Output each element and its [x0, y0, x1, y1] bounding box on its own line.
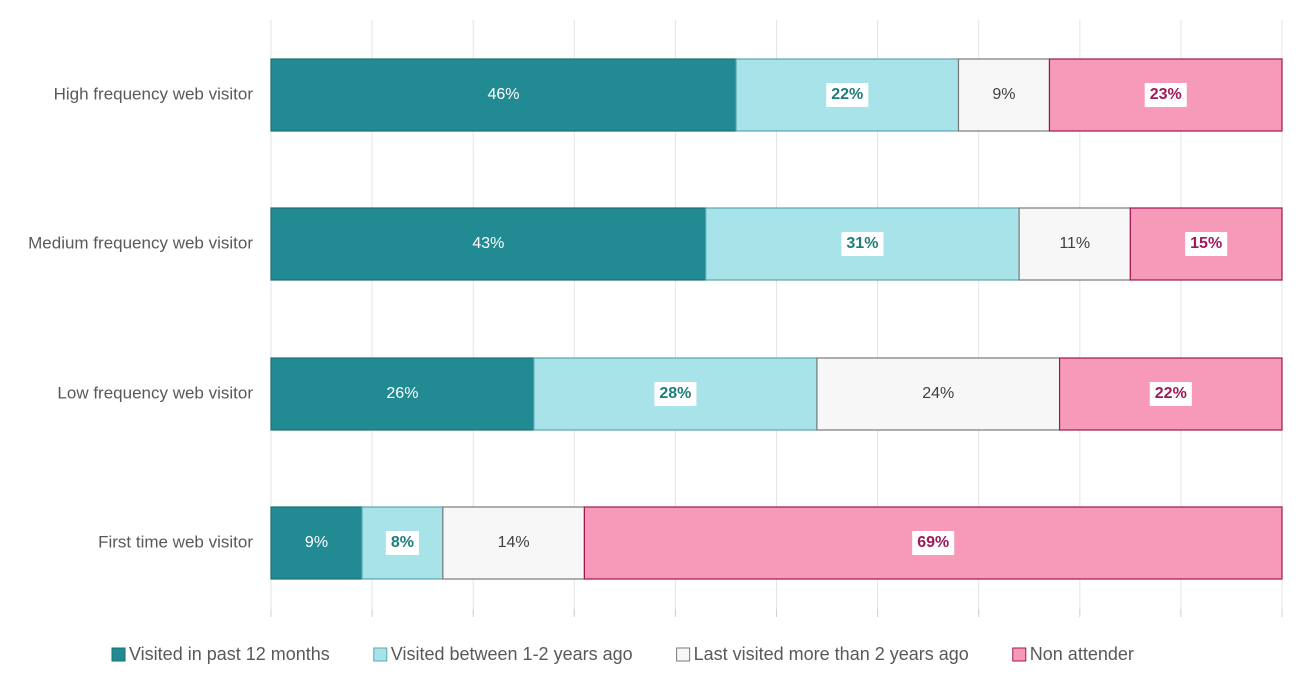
value-label-group: 31%: [841, 232, 884, 256]
value-label: 8%: [391, 534, 414, 551]
value-label-group: 15%: [1185, 232, 1228, 256]
bar-segment: [270, 207, 707, 281]
value-label-group: 22%: [826, 83, 869, 107]
value-label: 28%: [659, 385, 691, 402]
value-label: 69%: [917, 534, 949, 551]
legend-swatch: [676, 647, 691, 662]
bar-segment: [442, 506, 586, 580]
legend-label: Non attender: [1030, 644, 1134, 664]
category-label: Medium frequency web visitor: [28, 233, 253, 252]
value-label: 15%: [1190, 235, 1222, 252]
value-label-box: [1185, 232, 1228, 256]
value-label: 31%: [846, 235, 878, 252]
category-label: Low frequency web visitor: [57, 383, 253, 402]
value-label-box: [654, 382, 697, 406]
bar-segment: [957, 58, 1051, 132]
value-label-box: [841, 232, 884, 256]
value-label: 46%: [488, 86, 520, 103]
legend-label: Visited between 1-2 years ago: [391, 644, 633, 664]
legend-swatch: [373, 647, 388, 662]
value-label: 26%: [386, 385, 418, 402]
value-label-group: 23%: [1144, 83, 1187, 107]
value-label-group: 9%: [992, 86, 1015, 103]
value-label-group: 69%: [912, 531, 955, 555]
value-label-group: 24%: [922, 385, 954, 402]
value-label-group: 28%: [654, 382, 697, 406]
legend-swatch: [111, 647, 126, 662]
value-label: 14%: [498, 534, 530, 551]
value-label-group: 46%: [488, 86, 520, 103]
value-label-box: [1144, 83, 1187, 107]
value-label-box: [385, 531, 419, 555]
value-label: 9%: [992, 86, 1015, 103]
value-label-box: [1149, 382, 1192, 406]
value-label: 9%: [305, 534, 328, 551]
value-label: 43%: [472, 235, 504, 252]
value-label-group: 43%: [472, 235, 504, 252]
bar-segment: [270, 58, 737, 132]
category-label: High frequency web visitor: [54, 84, 254, 103]
bar-segment: [735, 58, 960, 132]
bar-segment: [270, 357, 535, 431]
value-label: 24%: [922, 385, 954, 402]
category-label: First time web visitor: [98, 532, 253, 551]
value-label-group: 26%: [386, 385, 418, 402]
legend-label: Last visited more than 2 years ago: [694, 644, 969, 664]
value-label-group: 8%: [385, 531, 419, 555]
value-label: 22%: [1155, 385, 1187, 402]
value-label: 23%: [1150, 86, 1182, 103]
value-label-group: 9%: [305, 534, 328, 551]
value-label-box: [826, 83, 869, 107]
value-label: 11%: [1059, 235, 1090, 252]
bar-segment: [1018, 207, 1131, 281]
value-label-box: [912, 531, 955, 555]
value-label-group: 22%: [1149, 382, 1192, 406]
value-label: 22%: [831, 86, 863, 103]
value-label-group: 11%: [1059, 235, 1090, 252]
legend-swatch: [1012, 647, 1027, 662]
value-label-group: 14%: [498, 534, 530, 551]
legend-label: Visited in past 12 months: [129, 644, 330, 664]
bar-segment: [816, 357, 1061, 431]
